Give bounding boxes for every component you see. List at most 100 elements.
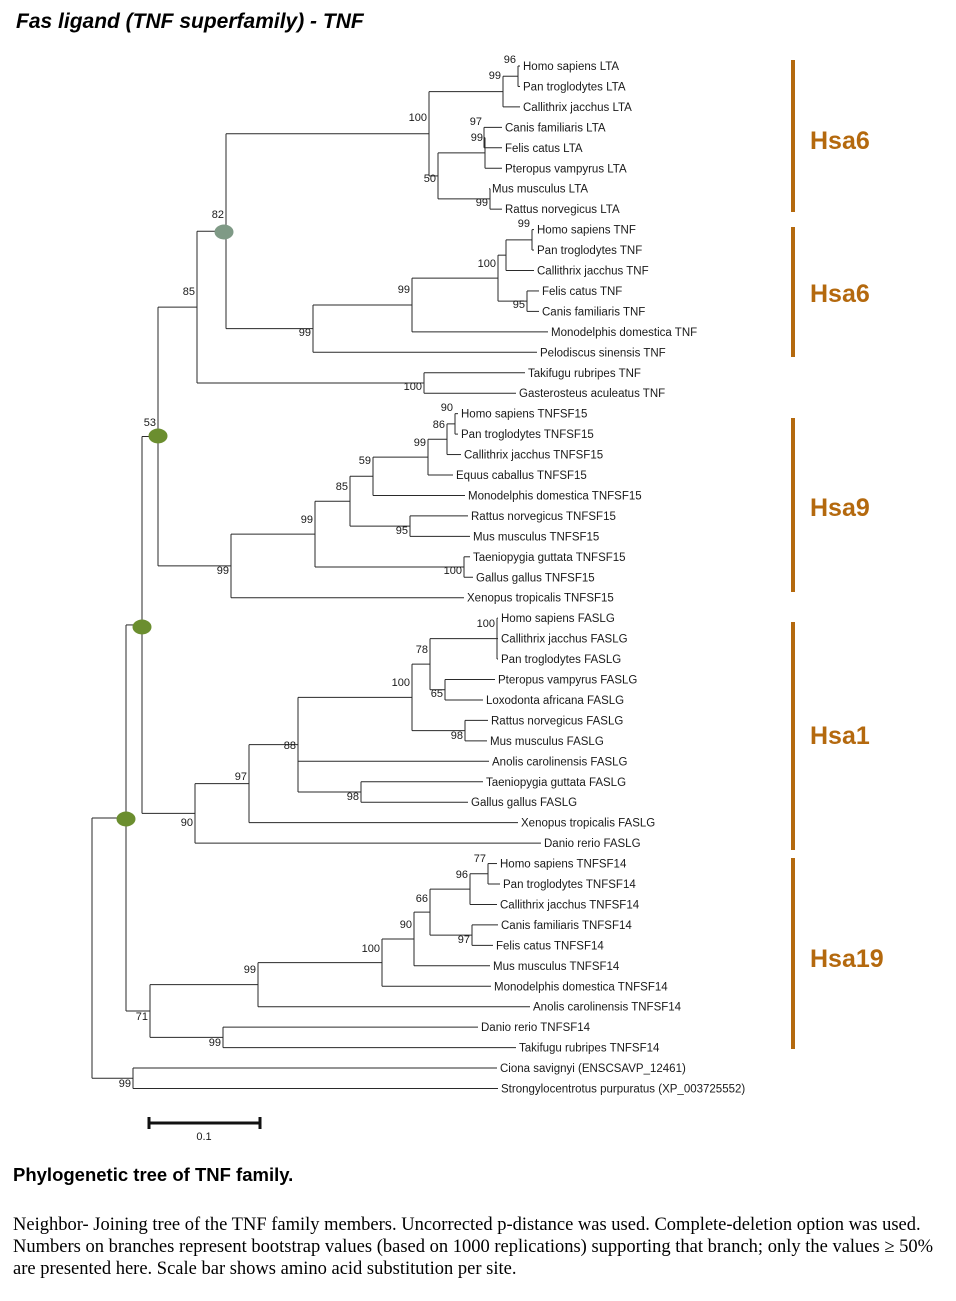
leaf-label: Callithrix jacchus LTA [523, 102, 632, 114]
bootstrap-value: 96 [456, 869, 468, 881]
bootstrap-value: 100 [444, 565, 462, 577]
bootstrap-value: 99 [301, 514, 313, 526]
bootstrap-labels: 9699979950991009995100999910082859086995… [119, 54, 530, 1090]
bootstrap-value: 86 [433, 419, 445, 431]
leaf-label: Homo sapiens FASLG [501, 613, 615, 625]
leaf-label: Mus musculus LTA [492, 184, 588, 196]
scale-bar: 0.1 [147, 1117, 262, 1143]
leaf-label: Takifugu rubripes TNFSF14 [519, 1043, 660, 1055]
bootstrap-value: 90 [400, 919, 412, 931]
group-label: Hsa6 [810, 280, 870, 308]
bootstrap-value: 95 [513, 299, 525, 311]
bootstrap-value: 59 [359, 455, 371, 467]
bootstrap-value: 97 [235, 771, 247, 783]
leaf-label: Canis familiaris LTA [505, 122, 606, 134]
phylogenetic-tree: Homo sapiens LTA Pan troglodytes LTA Calli… [91, 54, 884, 1143]
bootstrap-value: 99 [299, 327, 311, 339]
leaf-label: Xenopus tropicalis FASLG [521, 818, 655, 830]
bootstrap-value: 66 [416, 893, 428, 905]
leaf-label: Pan troglodytes FASLG [501, 654, 621, 666]
leaf-label: Loxodonta africana FASLG [486, 695, 624, 707]
leaf-label: Felis catus LTA [505, 143, 583, 155]
bootstrap-value: 50 [424, 173, 436, 185]
leaf-label: Gallus gallus TNFSF15 [476, 572, 595, 584]
leaf-label: Monodelphis domestica TNFSF14 [494, 981, 668, 993]
leaf-label: Taeniopygia guttata TNFSF15 [473, 552, 626, 564]
bootstrap-value: 100 [477, 618, 495, 630]
bootstrap-value: 78 [416, 644, 428, 656]
group-label: Hsa9 [810, 494, 870, 522]
bootstrap-value: 98 [451, 730, 463, 742]
node-marker [214, 224, 234, 240]
bootstrap-value: 98 [347, 791, 359, 803]
bootstrap-value: 100 [392, 677, 410, 689]
node-marker [148, 428, 168, 444]
bootstrap-value: 99 [518, 218, 530, 230]
bootstrap-value: 90 [441, 402, 453, 414]
caption-body: Neighbor- Joining tree of the TNF family… [13, 1215, 934, 1279]
leaf-label: Rattus norvegicus TNFSF15 [471, 511, 616, 523]
leaf-label: Pan troglodytes TNFSF15 [461, 429, 594, 441]
bootstrap-value: 99 [209, 1037, 221, 1049]
bootstrap-value: 99 [476, 197, 488, 209]
bootstrap-value: 97 [458, 934, 470, 946]
leaf-label: Mus musculus TNFSF15 [473, 531, 599, 543]
leaf-label: Gasterosteus aculeatus TNF [519, 388, 665, 400]
node-marker [116, 811, 136, 827]
leaf-label: Pan troglodytes TNFSF14 [503, 879, 636, 891]
leaf-label: Xenopus tropicalis TNFSF15 [467, 593, 614, 605]
leaf-label: Homo sapiens TNF [537, 225, 636, 237]
leaf-label: Callithrix jacchus TNFSF15 [464, 450, 603, 462]
bootstrap-value: 88 [284, 740, 296, 752]
bootstrap-value: 90 [181, 817, 193, 829]
leaf-label: Anolis carolinensis TNFSF14 [533, 1002, 682, 1014]
tree-branches [91, 65, 548, 1089]
leaf-label: Taeniopygia guttata FASLG [486, 777, 626, 789]
bootstrap-value: 100 [404, 381, 422, 393]
bootstrap-value: 99 [471, 132, 483, 144]
leaf-label: Strongylocentrotus purpuratus (XP_003725… [501, 1084, 745, 1096]
leaf-label: Ciona savignyi (ENSCSAVP_12461) [500, 1063, 686, 1075]
scale-bar-label: 0.1 [196, 1131, 211, 1143]
leaf-labels: Homo sapiens LTA Pan troglodytes LTA Calli… [456, 61, 745, 1096]
leaf-label: Danio rerio FASLG [544, 838, 641, 850]
bootstrap-value: 99 [119, 1078, 131, 1090]
leaf-label: Rattus norvegicus LTA [505, 204, 620, 216]
leaf-label: Felis catus TNF [542, 286, 622, 298]
caption-title: Phylogenetic tree of TNF family. [13, 1164, 294, 1185]
bootstrap-value: 100 [478, 258, 496, 270]
leaf-label: Canis familiaris TNF [542, 306, 645, 318]
group-label: Hsa6 [810, 127, 870, 155]
bootstrap-value: 77 [474, 853, 486, 865]
bootstrap-value: 53 [144, 417, 156, 429]
bootstrap-value: 82 [212, 209, 224, 221]
bootstrap-value: 99 [217, 565, 229, 577]
leaf-label: Equus caballus TNFSF15 [456, 470, 587, 482]
leaf-label: Danio rerio TNFSF14 [481, 1022, 591, 1034]
leaf-label: Gallus gallus FASLG [471, 797, 577, 809]
bootstrap-value: 99 [489, 70, 501, 82]
leaf-label: Canis familiaris TNFSF14 [501, 920, 632, 932]
group-label: Hsa1 [810, 722, 870, 750]
leaf-label: Callithrix jacchus TNFSF14 [500, 899, 640, 911]
leaf-label: Felis catus TNFSF14 [496, 940, 604, 952]
node-markers [116, 224, 234, 827]
leaf-label: Homo sapiens TNFSF15 [461, 409, 587, 421]
leaf-label: Mus musculus FASLG [490, 736, 604, 748]
leaf-label: Pteropus vampyrus FASLG [498, 675, 637, 687]
leaf-label: Monodelphis domestica TNFSF15 [468, 490, 642, 502]
leaf-label: Homo sapiens TNFSF14 [500, 859, 627, 871]
bootstrap-value: 95 [396, 525, 408, 537]
chromosome-groups: Hsa6 Hsa6 Hsa9 Hsa1 Hsa19 [791, 60, 884, 1049]
leaf-label: Monodelphis domestica TNF [551, 327, 697, 339]
bootstrap-value: 100 [362, 943, 380, 955]
leaf-label: Rattus norvegicus FASLG [491, 715, 623, 727]
leaf-label: Anolis carolinensis FASLG [492, 756, 628, 768]
leaf-label: Callithrix jacchus TNF [537, 266, 649, 278]
leaf-label: Pan troglodytes LTA [523, 81, 626, 93]
leaf-label: Pteropus vampyrus LTA [505, 163, 627, 175]
leaf-label: Takifugu rubripes TNF [528, 368, 641, 380]
node-marker [132, 619, 152, 635]
bootstrap-value: 100 [409, 112, 427, 124]
group-label: Hsa19 [810, 945, 884, 973]
